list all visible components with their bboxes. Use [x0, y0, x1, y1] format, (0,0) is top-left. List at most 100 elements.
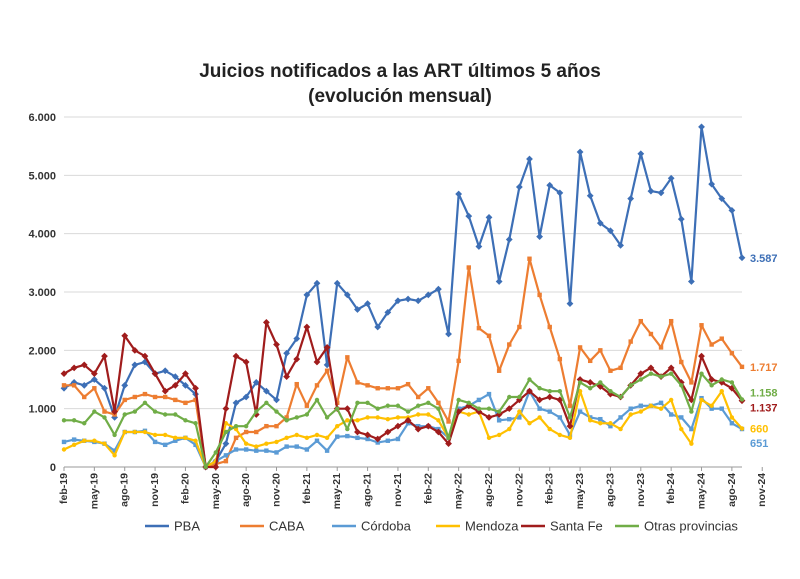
data-point: [495, 278, 503, 285]
data-point: [132, 429, 138, 435]
data-point: [384, 309, 392, 316]
end-value-label: 3.587: [750, 253, 778, 265]
data-point: [324, 415, 330, 420]
data-point: [598, 348, 603, 353]
legend: PBA CABA Córdoba Mendoza Santa Fe Otras provi…: [145, 519, 738, 534]
data-point: [102, 415, 107, 420]
data-point: [112, 432, 117, 438]
data-point: [526, 155, 533, 163]
data-point: [415, 403, 421, 408]
data-point: [607, 227, 614, 235]
data-point: [335, 406, 340, 411]
y-tick-label: 6.000: [28, 112, 56, 124]
series-santa-fe: [60, 318, 746, 471]
data-point: [254, 444, 259, 449]
data-point: [475, 243, 483, 250]
data-point: [375, 386, 380, 391]
legend-label: Santa Fe: [550, 519, 603, 534]
x-tick-label: nov-21: [392, 473, 404, 507]
data-point: [343, 405, 351, 413]
data-point: [223, 429, 229, 435]
series-pba: [60, 123, 746, 471]
data-point: [729, 415, 735, 420]
end-value-label: 651: [750, 438, 768, 450]
y-tick-label: 5.000: [28, 170, 56, 182]
data-point: [193, 442, 198, 448]
legend-label: CABA: [269, 519, 305, 534]
data-point: [415, 412, 421, 417]
data-point: [71, 383, 77, 388]
data-point: [122, 429, 127, 435]
data-point: [557, 356, 563, 362]
data-point: [365, 415, 370, 420]
data-point: [424, 422, 432, 430]
data-point: [242, 358, 250, 366]
legend-item: PBA: [145, 519, 200, 534]
data-point: [222, 440, 230, 448]
data-point: [395, 386, 401, 391]
data-point: [222, 405, 230, 413]
data-point: [537, 415, 542, 420]
data-point: [527, 256, 532, 261]
data-point: [152, 432, 158, 438]
data-point: [233, 423, 239, 429]
x-tick-label: may-22: [453, 473, 465, 509]
data-point: [426, 412, 431, 417]
data-point: [739, 426, 745, 431]
data-point: [304, 447, 310, 452]
data-point: [527, 421, 532, 426]
data-point: [485, 414, 493, 421]
data-point: [628, 383, 633, 388]
data-point: [142, 429, 148, 435]
data-point: [608, 388, 613, 394]
data-point: [243, 423, 249, 429]
data-point: [566, 300, 574, 308]
data-point: [284, 435, 289, 441]
data-point: [142, 391, 148, 397]
data-point: [446, 435, 451, 441]
data-point: [708, 180, 716, 188]
data-point: [658, 400, 664, 406]
data-point: [193, 421, 198, 426]
data-point: [638, 377, 644, 382]
legend-label: Córdoba: [361, 519, 412, 534]
data-point: [436, 406, 441, 411]
data-point: [689, 441, 694, 446]
data-point: [283, 349, 291, 357]
data-point: [71, 418, 77, 423]
legend-item: Mendoza: [436, 519, 519, 534]
data-point: [183, 400, 188, 406]
x-tick-label: ago-20: [240, 473, 252, 507]
x-tick-label: may-23: [574, 473, 586, 509]
data-point: [313, 358, 321, 366]
data-point: [223, 421, 229, 426]
data-point: [395, 415, 401, 420]
x-tick-label: feb-23: [544, 473, 556, 504]
data-point: [426, 386, 431, 391]
data-point: [313, 279, 321, 287]
data-point: [637, 150, 645, 158]
data-point: [262, 318, 270, 326]
data-point: [647, 364, 655, 372]
data-point: [173, 412, 178, 417]
data-point: [466, 265, 471, 270]
data-point: [254, 448, 259, 453]
data-point: [254, 429, 259, 435]
data-point: [293, 335, 301, 343]
data-point: [303, 323, 311, 331]
legend-item: Santa Fe: [521, 519, 603, 534]
data-point: [102, 409, 107, 414]
data-point: [668, 412, 674, 417]
data-point: [243, 429, 249, 435]
end-value-label: 1.137: [750, 403, 778, 415]
data-point: [274, 423, 279, 429]
data-point: [648, 371, 654, 376]
data-point: [557, 415, 563, 420]
data-point: [517, 394, 522, 400]
data-point: [466, 412, 471, 417]
data-point: [395, 436, 401, 442]
data-point: [345, 433, 350, 439]
data-point: [343, 291, 351, 299]
x-tick-label: may-20: [210, 473, 222, 509]
end-value-label: 660: [750, 424, 768, 436]
